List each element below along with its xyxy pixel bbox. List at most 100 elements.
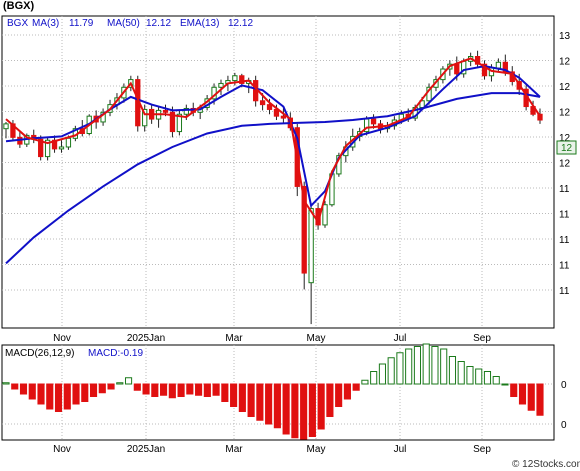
candle-down: [280, 115, 287, 119]
macd-tick-label: 0: [561, 420, 567, 431]
candle-up: [322, 204, 328, 226]
macd-bar-negative: [230, 383, 238, 407]
macd-bar-negative: [527, 383, 535, 411]
month-tick-label: May: [307, 444, 326, 455]
month-tick-label: 2025Jan: [127, 444, 165, 455]
macd-bar-negative: [203, 383, 211, 397]
candle-up: [65, 137, 72, 148]
macd-bar-positive: [457, 361, 465, 385]
price-tick-label: 12: [559, 82, 571, 93]
legend-ticker: BGX: [7, 18, 28, 29]
macd-bar-negative: [133, 383, 141, 391]
macd-bar-negative: [282, 383, 290, 435]
macd-bar-negative: [518, 383, 527, 405]
candle-up: [495, 61, 502, 69]
macd-bar-negative: [510, 383, 518, 397]
price-tick-label: 11: [559, 235, 570, 246]
macd-bar-negative: [317, 383, 325, 430]
month-tick-label: Sep: [473, 444, 491, 455]
macd-bar-negative: [247, 383, 255, 417]
macd-bar-negative: [19, 383, 28, 395]
macd-bar-negative: [343, 383, 351, 400]
candle-up: [176, 113, 183, 133]
candle-down: [370, 118, 377, 125]
price-panel-frame: [1, 15, 555, 329]
month-tick-label: Jul: [394, 333, 407, 344]
month-tick-label: Nov: [53, 444, 71, 455]
chart-title: (BGX): [3, 0, 35, 12]
macd-bar-negative: [98, 383, 106, 394]
candle-down: [38, 138, 44, 158]
price-tick-label: 11: [559, 261, 570, 272]
macd-legend-value: MACD:-0.19: [88, 348, 143, 359]
macd-bar-positive: [501, 383, 509, 386]
candle-down: [537, 113, 543, 121]
macd-bar-negative: [195, 383, 203, 396]
legend-ma3-label: MA(3): [32, 18, 59, 29]
month-tick-label: May: [307, 333, 326, 344]
price-tick-label: 13: [559, 31, 571, 42]
macd-bar-positive: [116, 382, 124, 385]
macd-bar-positive: [396, 352, 404, 385]
month-tick-label: Jul: [394, 444, 407, 455]
last-price-label: 12: [561, 143, 573, 154]
macd-bar-positive: [124, 377, 133, 385]
legend-ma3-value: 11.79: [69, 18, 94, 29]
macd-bar-negative: [168, 383, 176, 399]
macd-bar-negative: [107, 383, 115, 390]
price-tick-label: 12: [559, 159, 571, 170]
price-tick-label: 11: [559, 184, 570, 195]
macd-bar-negative: [89, 383, 98, 397]
macd-bar-positive: [361, 379, 369, 385]
candle-down: [454, 63, 460, 75]
last-price-tag: [556, 140, 577, 155]
macd-bar-positive: [387, 357, 395, 385]
candle-up: [183, 107, 189, 115]
candle-up: [44, 139, 51, 158]
candle-up: [3, 123, 9, 130]
macd-bar-positive: [483, 371, 492, 385]
macd-bar-positive: [413, 346, 422, 385]
candle-up: [218, 82, 224, 88]
macd-bar-negative: [54, 383, 63, 412]
macd-bar-negative: [28, 383, 36, 400]
macd-bar-positive: [448, 356, 457, 385]
candle-down: [301, 185, 307, 274]
price-tick-label: 12: [559, 108, 571, 119]
candle-up: [308, 208, 314, 284]
macd-bar-positive: [466, 366, 474, 385]
macd-bar-positive: [475, 368, 483, 385]
month-tick-label: Mar: [225, 333, 243, 344]
candle-down: [259, 100, 266, 106]
macd-bar-positive: [378, 363, 386, 385]
candle-down: [162, 109, 169, 113]
legend-ma50-value: 12.12: [146, 18, 171, 29]
macd-bar-negative: [81, 383, 89, 402]
macd-bar-negative: [11, 383, 19, 390]
macd-bar-negative: [151, 383, 159, 397]
candle-up: [232, 75, 238, 82]
macd-bar-negative: [46, 383, 54, 410]
macd-bar-positive: [440, 348, 448, 385]
macd-bar-negative: [142, 383, 150, 395]
watermark-text: © 12Stocks.com: [512, 459, 580, 470]
macd-bar-negative: [238, 383, 246, 412]
macd-bar-negative: [212, 383, 220, 396]
candle-down: [481, 63, 488, 77]
month-tick-label: Sep: [473, 333, 491, 344]
macd-bar-negative: [326, 383, 334, 417]
macd-tick-label: 0: [561, 380, 567, 391]
macd-bar-negative: [291, 383, 299, 439]
macd-bar-negative: [72, 383, 80, 405]
macd-bar-negative: [160, 383, 168, 396]
macd-bar-negative: [300, 383, 308, 440]
macd-bar-negative: [37, 383, 45, 405]
macd-bar-positive: [422, 343, 430, 385]
macd-bar-positive: [492, 376, 500, 385]
macd-legend-label: MACD(26,12,9): [5, 348, 74, 359]
macd-bar-negative: [265, 383, 273, 425]
price-tick-label: 12: [559, 57, 571, 68]
ma3-line: [5, 57, 541, 225]
ma50-line: [5, 92, 541, 265]
candle-down: [266, 104, 273, 110]
